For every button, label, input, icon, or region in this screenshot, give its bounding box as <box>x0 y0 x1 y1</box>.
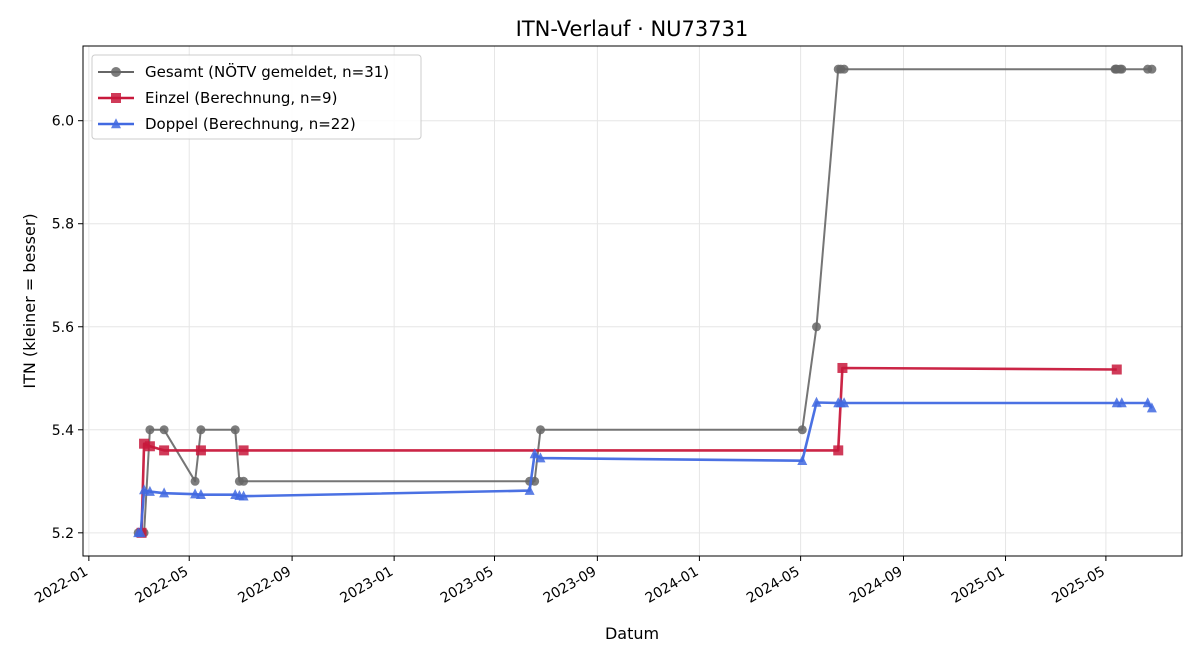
data-point <box>238 490 249 501</box>
data-point <box>529 448 540 459</box>
data-point <box>1147 64 1157 74</box>
legend: Gesamt (NÖTV gemeldet, n=31) Einzel (Bere… <box>91 54 422 140</box>
data-point <box>1146 402 1157 413</box>
series-line <box>138 401 1153 535</box>
y-tick-label: 5.4 <box>52 423 74 439</box>
y-axis-label: ITN (kleiner = besser) <box>20 213 39 388</box>
data-point <box>159 425 169 435</box>
data-point <box>812 322 822 332</box>
data-point <box>1142 397 1153 408</box>
series-triangle <box>133 396 1157 538</box>
data-point <box>837 362 848 373</box>
data-point <box>839 64 849 74</box>
data-point <box>195 445 206 456</box>
data-point <box>797 425 807 435</box>
data-point <box>1117 64 1127 74</box>
data-point <box>238 445 249 456</box>
data-point <box>144 485 155 496</box>
legend-label: Gesamt (NÖTV gemeldet, n=31) <box>145 62 389 81</box>
legend-label: Doppel (Berechnung, n=22) <box>145 115 356 133</box>
series-layer <box>133 64 1157 538</box>
y-tick-label: 5.8 <box>52 217 74 233</box>
data-point <box>145 425 155 435</box>
series-square <box>136 362 1122 538</box>
data-point <box>811 396 822 407</box>
data-point <box>144 441 155 452</box>
data-point <box>1116 397 1127 408</box>
x-axis-label: Datum <box>605 624 659 643</box>
data-point <box>196 425 206 435</box>
data-point <box>239 476 249 486</box>
data-point <box>139 438 150 449</box>
data-point <box>535 452 546 463</box>
data-point <box>135 527 146 538</box>
y-tick-label: 5.2 <box>52 526 74 542</box>
data-point <box>797 454 808 465</box>
legend-marker <box>111 67 121 77</box>
legend-marker <box>111 118 121 129</box>
data-point <box>159 487 170 498</box>
legend-box <box>91 54 422 140</box>
data-point <box>1111 364 1122 375</box>
data-point <box>833 445 844 456</box>
y-axis: 5.2 5.4 5.6 5.8 6.0 <box>52 114 83 542</box>
data-point <box>839 397 850 408</box>
data-point <box>535 425 545 435</box>
data-point <box>190 476 200 486</box>
plot-frame <box>82 45 1183 557</box>
legend-marker <box>111 93 121 103</box>
data-point <box>524 484 535 495</box>
legend-label: Einzel (Berechnung, n=9) <box>145 89 337 107</box>
chart-title: ITN-Verlauf · NU73731 <box>516 17 749 41</box>
data-point <box>230 425 240 435</box>
y-tick-label: 5.6 <box>52 320 74 336</box>
data-point <box>139 484 150 495</box>
y-tick-label: 6.0 <box>52 114 74 130</box>
data-point <box>159 445 170 456</box>
data-point <box>195 488 206 499</box>
